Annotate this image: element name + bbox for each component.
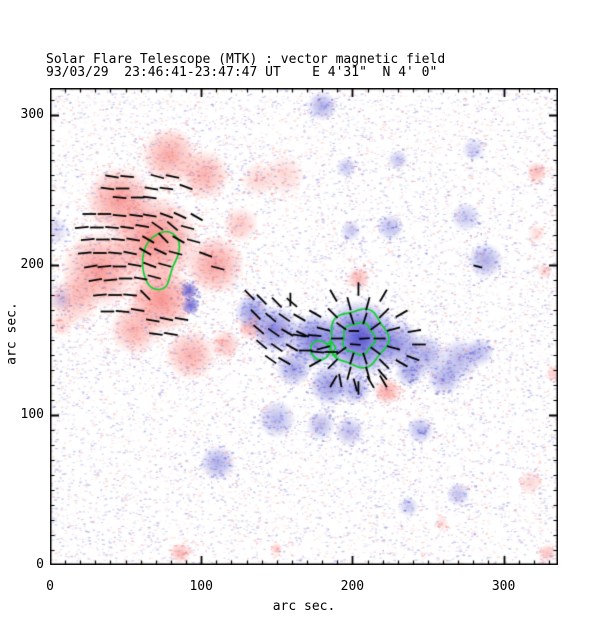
plot-title-block: Solar Flare Telescope (MTK) : vector mag…	[46, 53, 445, 79]
x-tick-label: 200	[340, 579, 365, 594]
y-tick-label: 300	[20, 107, 44, 122]
x-axis-label: arc sec.	[272, 599, 336, 614]
plot-subtitle: 93/03/29 23:46:41-23:47:47 UT E 4'31" N …	[46, 65, 438, 80]
x-tick-label: 300	[491, 579, 516, 594]
y-axis-label: arc sec.	[4, 302, 20, 365]
magnetogram-canvas	[50, 88, 558, 565]
y-tick-label: 200	[20, 257, 44, 272]
x-tick-label: 100	[189, 579, 213, 594]
y-tick-label: 0	[36, 557, 44, 572]
x-tick-label: 0	[46, 579, 54, 594]
plot-title: Solar Flare Telescope (MTK) : vector mag…	[46, 52, 446, 67]
y-tick-label: 100	[20, 407, 44, 422]
